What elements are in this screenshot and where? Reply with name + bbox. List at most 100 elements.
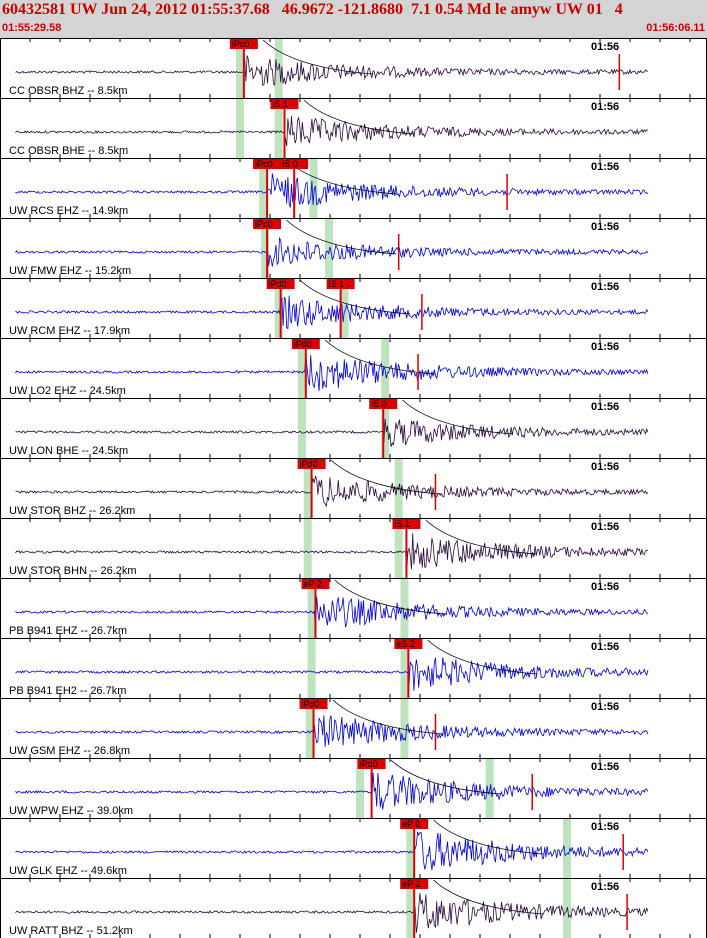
pick-window bbox=[381, 399, 390, 458]
waveform bbox=[15, 831, 649, 871]
pick-label: iPc0 bbox=[255, 219, 273, 229]
pick-flag bbox=[394, 639, 423, 649]
pick-window bbox=[307, 639, 316, 698]
station-label: UW RCS EHZ -- 14.9km bbox=[9, 205, 128, 217]
coda-curve bbox=[303, 99, 414, 135]
pick-flag bbox=[270, 99, 299, 109]
pick-flag bbox=[291, 339, 320, 349]
station-label: UW GSM EHZ -- 26.8km bbox=[9, 745, 130, 757]
pick-label: iS 0 bbox=[371, 399, 387, 409]
station-label: UW LO2 EHZ -- 24.5km bbox=[9, 385, 126, 397]
coda-curve bbox=[425, 519, 536, 555]
waveform bbox=[15, 772, 649, 810]
waveform bbox=[15, 55, 648, 86]
pick-window bbox=[297, 339, 306, 398]
pick-label: iS 1 bbox=[273, 99, 289, 109]
coda-curve bbox=[433, 879, 544, 915]
waveform bbox=[15, 475, 649, 508]
end-time: 01:56:06.11 bbox=[646, 22, 705, 34]
time-tick-label: 01:56 bbox=[591, 281, 619, 293]
pick-window bbox=[406, 879, 415, 938]
start-time: 01:55:29.58 bbox=[2, 22, 62, 34]
time-tick-label: 01:56 bbox=[591, 641, 619, 653]
time-tick-label: 01:56 bbox=[591, 521, 619, 533]
pick-flag bbox=[392, 519, 421, 529]
coda-curve bbox=[324, 339, 436, 375]
station-label: UW GLK EHZ -- 49.6km bbox=[9, 865, 127, 877]
coda-curve bbox=[390, 759, 501, 795]
station-label: PB B941 EHZ -- 26.7km bbox=[9, 625, 127, 637]
station-label: CC OBSR BHZ -- 8.5km bbox=[9, 85, 128, 97]
station-label: UW FMW EHZ -- 15.2km bbox=[9, 265, 131, 277]
pick-flag bbox=[253, 219, 282, 229]
station-label: UW STOR BHN -- 26.2km bbox=[9, 565, 137, 577]
waveform bbox=[15, 295, 649, 330]
pick-window bbox=[355, 759, 364, 818]
pick-window bbox=[340, 279, 349, 338]
pick-flag bbox=[253, 159, 282, 169]
pick-window bbox=[297, 399, 306, 458]
pick-window bbox=[400, 579, 409, 638]
pick-label: iPd0 bbox=[294, 339, 312, 349]
pick-window bbox=[259, 159, 268, 218]
station-label: UW RATT BHZ -- 51.2km bbox=[9, 925, 133, 937]
waveform bbox=[15, 715, 649, 747]
pick-window bbox=[305, 699, 314, 758]
station-label: UW LON BHE -- 24.5km bbox=[9, 445, 128, 457]
pick-window bbox=[235, 99, 244, 158]
pick-window bbox=[309, 159, 318, 218]
pick-window bbox=[303, 459, 312, 518]
pick-label: iS 1 bbox=[394, 519, 410, 529]
waveform bbox=[15, 893, 649, 933]
pick-window bbox=[261, 219, 270, 278]
pick-window bbox=[394, 519, 403, 578]
pick-label: iS 1 bbox=[329, 279, 345, 289]
station-label: UW RCM EHZ -- 17.9km bbox=[9, 325, 130, 337]
time-tick-label: 01:56 bbox=[591, 881, 619, 893]
coda-curve bbox=[427, 639, 538, 675]
waveform bbox=[15, 596, 649, 631]
waveform bbox=[15, 173, 649, 208]
time-tick-label: 01:56 bbox=[591, 461, 619, 473]
pick-label: eP 2 bbox=[303, 579, 321, 589]
pick-label: iPd0 bbox=[269, 279, 287, 289]
pick-flag bbox=[369, 399, 398, 409]
waveform bbox=[15, 657, 649, 691]
waveform bbox=[15, 418, 649, 447]
pick-flag bbox=[299, 699, 328, 709]
coda-curve bbox=[299, 279, 411, 315]
pick-window bbox=[235, 39, 244, 98]
pick-flag bbox=[357, 759, 386, 769]
time-tick-label: 01:56 bbox=[591, 701, 619, 713]
pick-window bbox=[381, 339, 390, 398]
coda-curve bbox=[402, 399, 513, 435]
pick-window bbox=[563, 819, 572, 878]
pick-label: iPc0 bbox=[302, 699, 320, 709]
time-tick-label: 01:56 bbox=[591, 161, 619, 173]
pick-window bbox=[274, 279, 283, 338]
pick-window bbox=[406, 819, 415, 878]
pick-window bbox=[400, 699, 409, 758]
coda-curve bbox=[332, 699, 443, 735]
coda-curve bbox=[262, 39, 374, 75]
pick-label: eP 2 bbox=[402, 819, 420, 829]
waveform bbox=[15, 353, 649, 392]
time-tick-label: 01:56 bbox=[591, 401, 619, 413]
station-label: UW WPW EHZ -- 39.0km bbox=[9, 805, 133, 817]
pick-label: iPc0 bbox=[232, 39, 250, 49]
waveform bbox=[15, 236, 649, 267]
station-label: UW STOR BHZ -- 26.2km bbox=[9, 505, 135, 517]
pick-window bbox=[400, 639, 409, 698]
pick-flag bbox=[400, 819, 429, 829]
time-tick-label: 01:56 bbox=[591, 581, 619, 593]
pick-flag bbox=[266, 279, 295, 289]
coda-curve bbox=[286, 219, 397, 255]
pick-flag bbox=[297, 459, 326, 469]
pick-window bbox=[325, 219, 334, 278]
coda-curve bbox=[433, 819, 544, 855]
pick-label: iPc0 bbox=[255, 159, 273, 169]
time-tick-label: 01:56 bbox=[591, 101, 619, 113]
pick-flag bbox=[280, 159, 309, 169]
coda-curve bbox=[334, 579, 445, 615]
time-tick-label: 01:56 bbox=[591, 221, 619, 233]
